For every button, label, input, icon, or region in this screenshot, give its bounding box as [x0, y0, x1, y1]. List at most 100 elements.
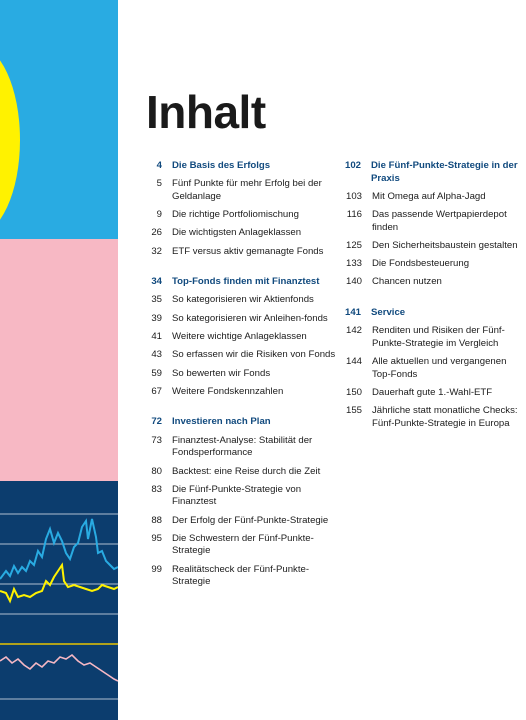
toc-entry: 67 Weitere Fondskennzahlen: [146, 386, 336, 399]
decorative-chart-graphic: [0, 513, 118, 700]
toc-page-number: 99: [151, 563, 162, 575]
toc-section-heading: 34 Top-Fonds finden mit Finanztest: [146, 276, 336, 289]
toc-entry-title: Chancen nutzen: [372, 276, 442, 288]
toc-entry-title: ETF versus aktiv gemanagte Fonds: [172, 245, 324, 257]
toc-entry: 9 Die richtige Portfoliomischung: [146, 209, 336, 222]
toc-entry-title: Dauerhaft gute 1.-Wahl-ETF: [372, 386, 493, 398]
toc-entry-title: So kategorisieren wir Anleihen-fonds: [172, 312, 328, 324]
toc-entry: 142 Renditen und Risiken der Fünf-Punkte…: [345, 325, 526, 350]
toc-page-number: 41: [151, 331, 162, 343]
toc-column-right: 102 Die Fünf-Punkte-Strategie in der Pra…: [345, 160, 526, 448]
page-title: Inhalt: [146, 86, 266, 138]
toc-page-number: 116: [346, 209, 362, 221]
toc-page-number: 83: [151, 483, 162, 495]
toc-entry: 150 Dauerhaft gute 1.-Wahl-ETF: [345, 387, 526, 400]
toc-entry-title: Die richtige Portfoliomischung: [172, 209, 299, 221]
toc-page-number: 142: [345, 325, 362, 337]
toc-section-heading: 72 Investieren nach Plan: [146, 416, 336, 429]
yellow-disc-graphic: [0, 45, 20, 235]
toc-entry-title: Fünf Punkte für mehr Erfolg bei der Geld…: [172, 178, 322, 202]
toc-entry-title: Die Schwestern der Fünf-Punkte-Strategie: [172, 532, 314, 557]
toc-page-number: 34: [151, 276, 162, 288]
toc-page-number: 59: [151, 367, 162, 379]
toc-entry: 99 Realitätscheck der Fünf-Punkte-Strate…: [146, 564, 336, 589]
toc-page-number: 32: [151, 245, 162, 257]
toc-entry-title: So kategorisieren wir Aktienfonds: [172, 294, 314, 306]
toc-entry-title: Die Fondsbesteuerung: [372, 258, 470, 270]
toc-page-number: 140: [345, 276, 362, 288]
toc-entry-title: Den Sicherheitsbaustein gestalten: [372, 239, 518, 251]
toc-page-number: 150: [345, 386, 362, 398]
toc-page-number: 26: [151, 227, 162, 239]
pink-panel: 58: [0, 239, 118, 578]
toc-entry-title: Realitätscheck der Fünf-Punkte-Strategie: [172, 563, 310, 588]
toc-section-title: Die Fünf-Punkte-Strategie in der Praxis: [371, 160, 518, 184]
toc-page-number: 35: [151, 294, 162, 306]
toc-section-title: Top-Fonds finden mit Finanztest: [172, 276, 320, 288]
toc-entry: 5 Fünf Punkte für mehr Erfolg bei der Ge…: [146, 178, 336, 203]
toc-entry: 95 Die Schwestern der Fünf-Punkte-Strate…: [146, 533, 336, 558]
toc-page-number: 39: [151, 312, 162, 324]
toc-entry: 133 Die Fondsbesteuerung: [345, 258, 526, 271]
toc-column-left: 4 Die Basis des Erfolgs 5 Fünf Punkte fü…: [146, 160, 336, 607]
toc-section-heading: 102 Die Fünf-Punkte-Strategie in der Pra…: [345, 160, 526, 185]
toc-page-number: 141: [345, 306, 362, 318]
toc-entry: 144 Alle aktuellen und vergangenen Top-F…: [345, 356, 526, 381]
toc-entry-title: Der Erfolg der Fünf-Punkte-Strategie: [172, 514, 329, 526]
toc-entry-title: Finanztest-Analyse: Stabilität der Fonds…: [172, 434, 313, 459]
toc-section-title: Investieren nach Plan: [172, 416, 271, 428]
toc-entry: 80 Backtest: eine Reise durch die Zeit: [146, 466, 336, 479]
toc-entry: 43 So erfassen wir die Risiken von Fonds: [146, 349, 336, 362]
toc-entry: 116 Das passende Wertpapierdepot finden: [345, 209, 526, 234]
toc-entry-title: Backtest: eine Reise durch die Zeit: [172, 465, 321, 477]
toc-section: 4 Die Basis des Erfolgs 5 Fünf Punkte fü…: [146, 160, 336, 258]
toc-entry-title: So erfassen wir die Risiken von Fonds: [172, 349, 336, 361]
toc-entry-title: Mit Omega auf Alpha-Jagd: [372, 190, 486, 202]
toc-entry: 73 Finanztest-Analyse: Stabilität der Fo…: [146, 435, 336, 460]
toc-page-number: 9: [156, 209, 162, 221]
toc-section-heading: 4 Die Basis des Erfolgs: [146, 160, 336, 173]
toc-page-number: 133: [345, 258, 362, 270]
toc-entry: 155 Jährliche statt monatliche Checks: F…: [345, 405, 526, 430]
toc-section: 72 Investieren nach Plan 73 Finanztest-A…: [146, 416, 336, 588]
toc-entry: 26 Die wichtigsten Anlageklassen: [146, 227, 336, 240]
toc-section: 34 Top-Fonds finden mit Finanztest 35 So…: [146, 276, 336, 398]
toc-section: 141 Service 142 Renditen und Risiken der…: [345, 307, 526, 430]
toc-entry-title: Weitere Fondskennzahlen: [172, 385, 284, 397]
toc-page-number: 95: [151, 532, 162, 544]
toc-entry: 88 Der Erfolg der Fünf-Punkte-Strategie: [146, 515, 336, 528]
toc-section-title: Die Basis des Erfolgs: [172, 160, 271, 171]
decorative-side-strip: 58: [0, 0, 118, 720]
toc-entry-title: Das passende Wertpapierdepot finden: [372, 209, 507, 233]
toc-page-number: 5: [156, 178, 162, 190]
toc-entry: 35 So kategorisieren wir Aktienfonds: [146, 294, 336, 307]
toc-page-number: 103: [345, 190, 362, 202]
toc-page-number: 72: [151, 416, 162, 428]
toc-entry: 39 So kategorisieren wir Anleihen-fonds: [146, 313, 336, 326]
toc-entry-title: Weitere wichtige Anlageklassen: [172, 331, 307, 343]
decorative-chart-panel: [0, 481, 118, 720]
toc-page-number: 80: [151, 465, 162, 477]
toc-entry-title: Die Fünf-Punkte-Strategie von Finanztest: [172, 483, 302, 508]
toc-page-number: 88: [151, 514, 162, 526]
toc-entry-title: Renditen und Risiken der Fünf-Punkte-Str…: [372, 325, 505, 349]
toc-entry: 103 Mit Omega auf Alpha-Jagd: [345, 191, 526, 204]
toc-entry: 32 ETF versus aktiv gemanagte Fonds: [146, 246, 336, 259]
blue-panel: [0, 0, 118, 239]
toc-page-number: 4: [156, 160, 162, 171]
toc-entry-title: Alle aktuellen und vergangenen Top-Fonds: [372, 356, 507, 380]
toc-page-number: 73: [151, 434, 162, 446]
toc-page-number: 155: [345, 405, 362, 417]
toc-entry: 140 Chancen nutzen: [345, 276, 526, 289]
toc-entry-title: Die wichtigsten Anlageklassen: [172, 227, 302, 239]
toc-entry: 59 So bewerten wir Fonds: [146, 368, 336, 381]
toc-section: 102 Die Fünf-Punkte-Strategie in der Pra…: [345, 160, 526, 289]
toc-section-heading: 141 Service: [345, 307, 526, 320]
toc-page-number: 67: [151, 385, 162, 397]
toc-entry: 125 Den Sicherheitsbaustein gestalten: [345, 240, 526, 253]
toc-entry: 83 Die Fünf-Punkte-Strategie von Finanzt…: [146, 484, 336, 509]
toc-page-number: 125: [345, 239, 362, 251]
toc-entry-title: Jährliche statt monatliche Checks: Fünf-…: [372, 405, 518, 429]
toc-page-number: 43: [151, 349, 162, 361]
toc-page-number: 144: [345, 356, 362, 368]
